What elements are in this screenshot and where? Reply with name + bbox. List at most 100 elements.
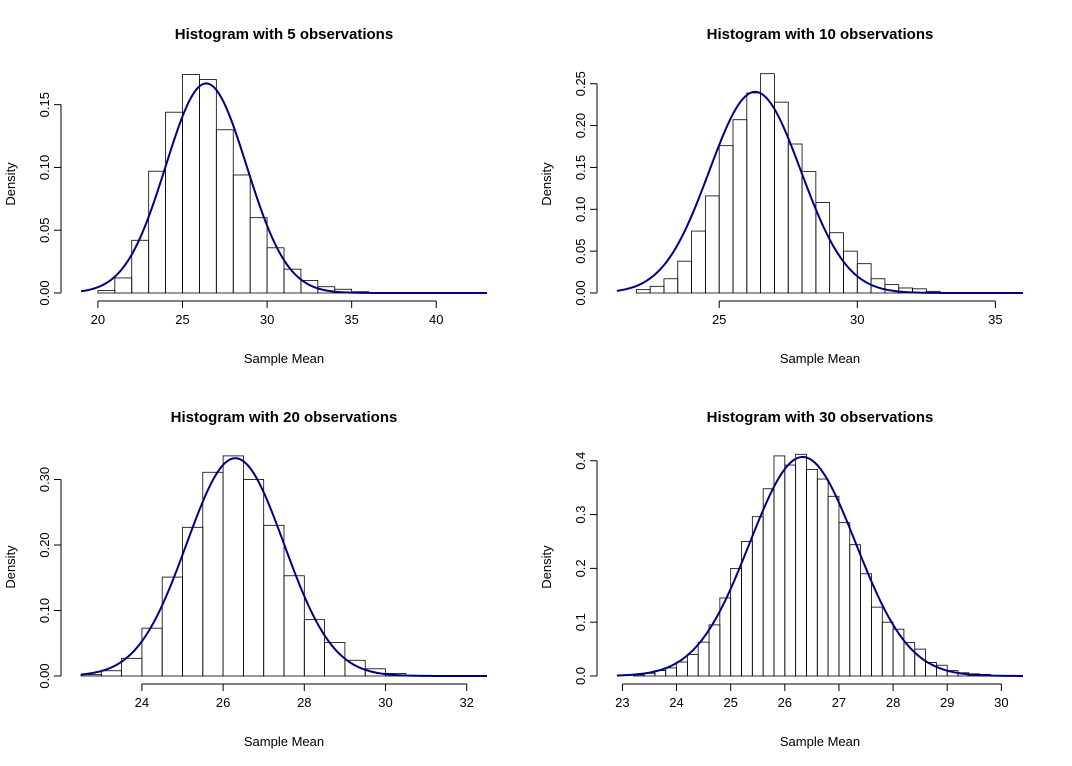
y-tick-label: 0.15 [573, 155, 588, 180]
histogram-bar [303, 619, 325, 677]
x-axis-label: Sample Mean [244, 351, 324, 366]
x-tick-label: 25 [723, 695, 737, 710]
y-tick-label: 0.30 [37, 467, 52, 492]
y-tick-label: 0.3 [573, 506, 588, 524]
histogram-panel-20-observations: Histogram with 20 observations Sample Me… [3, 409, 487, 749]
y-tick-label: 0.1 [573, 613, 588, 631]
histogram-bar [199, 79, 217, 294]
histogram-bar [222, 455, 244, 677]
y-tick-label: 0.10 [37, 598, 52, 623]
histogram-panel-30-observations: Histogram with 30 observations Sample Me… [539, 409, 1023, 749]
x-axis-label: Sample Mean [244, 734, 324, 749]
panel-title: Histogram with 20 observations [171, 409, 398, 426]
histogram-bar [97, 290, 116, 294]
histogram-bar [161, 576, 183, 677]
x-tick-label: 32 [459, 695, 473, 710]
y-tick-label: 0.00 [37, 663, 52, 688]
histogram-bar [784, 464, 797, 677]
x-tick-label: 28 [297, 695, 311, 710]
normal-density-curve [80, 457, 487, 677]
x-tick-label: 26 [778, 695, 792, 710]
histogram-bar [827, 495, 840, 677]
histogram-bar [751, 516, 764, 677]
y-tick-label: 0.2 [573, 559, 588, 577]
y-tick-label: 0.00 [37, 280, 52, 305]
histogram-bar [114, 277, 133, 294]
histogram-bar [121, 657, 143, 677]
y-axis-label: Density [539, 545, 554, 589]
histogram-bar [100, 670, 123, 677]
y-axis-label: Density [3, 545, 18, 589]
x-tick-label: 24 [669, 695, 683, 710]
histogram-bar [718, 145, 734, 294]
y-tick-label: 0.25 [573, 71, 588, 96]
x-tick-label: 40 [429, 312, 443, 327]
histogram-bar [704, 195, 720, 294]
x-tick-label: 25 [175, 312, 189, 327]
y-tick-label: 0.00 [573, 280, 588, 305]
histogram-bar [697, 641, 710, 677]
histogram-bar [871, 606, 883, 677]
x-axis-label: Sample Mean [780, 351, 860, 366]
x-tick-label: 23 [615, 695, 629, 710]
histogram-bar [856, 263, 872, 294]
histogram-bar [892, 628, 905, 677]
normal-density-curve [616, 455, 1023, 677]
histogram-bar [838, 522, 851, 677]
histogram-bar [202, 471, 224, 677]
histogram-bar [732, 119, 748, 294]
histogram-bar [232, 174, 251, 294]
y-tick-label: 0.10 [573, 197, 588, 222]
x-tick-label: 25 [712, 312, 726, 327]
y-tick-label: 0.4 [573, 452, 588, 470]
x-tick-label: 30 [378, 695, 392, 710]
histogram-bar [676, 661, 688, 677]
y-tick-label: 0.15 [37, 92, 52, 117]
x-tick-label: 35 [344, 312, 358, 327]
y-tick-label: 0.20 [573, 113, 588, 138]
histogram-bar [249, 217, 268, 294]
histogram-bar [242, 479, 265, 677]
histogram-bar [677, 260, 692, 294]
y-axis-label: Density [3, 162, 18, 206]
histogram-bar [263, 524, 285, 677]
histogram-bar [843, 250, 858, 294]
normal-density-curve [80, 82, 487, 294]
histogram-bar [686, 654, 699, 677]
histogram-bar [663, 278, 679, 294]
histogram-bar [691, 230, 706, 294]
panel-title: Histogram with 30 observations [707, 409, 934, 426]
histogram-bar [860, 573, 872, 677]
histogram-bar [364, 668, 386, 677]
histogram-bar [344, 659, 366, 677]
x-tick-label: 28 [886, 695, 900, 710]
histogram-panel-10-observations: Histogram with 10 observations Sample Me… [539, 26, 1023, 366]
x-tick-label: 30 [850, 312, 864, 327]
x-tick-label: 26 [216, 695, 230, 710]
histogram-bar [182, 74, 200, 294]
normal-density-curve [616, 90, 1023, 294]
histogram-bar [816, 478, 829, 677]
y-tick-label: 0.05 [37, 218, 52, 243]
x-tick-label: 20 [91, 312, 105, 327]
histogram-bar [708, 624, 721, 677]
histogram-bar [881, 621, 894, 677]
x-tick-label: 35 [988, 312, 1002, 327]
y-tick-label: 0.0 [573, 667, 588, 685]
y-tick-label: 0.10 [37, 155, 52, 180]
histogram-bar [215, 129, 234, 294]
histogram-bar [795, 453, 807, 677]
histogram-bar [806, 468, 818, 677]
x-tick-label: 24 [135, 695, 149, 710]
histogram-bar [649, 285, 665, 294]
histogram-bar [635, 289, 651, 294]
panel-title: Histogram with 5 observations [175, 26, 393, 43]
y-tick-label: 0.20 [37, 532, 52, 557]
x-tick-label: 27 [832, 695, 846, 710]
panel-title: Histogram with 10 observations [707, 26, 934, 43]
y-tick-label: 0.05 [573, 238, 588, 263]
histogram-panel-5-observations: Histogram with 5 observations Sample Mea… [3, 26, 487, 366]
x-tick-label: 30 [260, 312, 274, 327]
histogram-bar [665, 667, 677, 677]
